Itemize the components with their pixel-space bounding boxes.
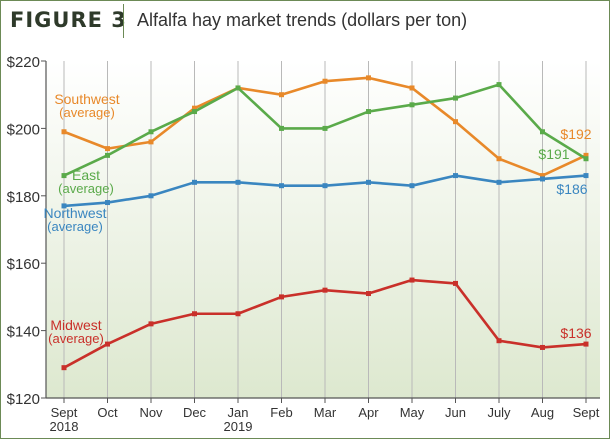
data-point-northwest [366, 179, 371, 185]
data-point-southwest [279, 92, 284, 98]
data-point-northwest [322, 183, 328, 189]
data-point-southwest [61, 129, 67, 135]
data-point-southwest [453, 119, 458, 125]
plot-area [46, 61, 600, 398]
data-point-southwest [148, 139, 154, 145]
data-point-east [148, 129, 154, 135]
x-tick-label: July [487, 405, 511, 420]
x-tick-label: 2018 [50, 419, 79, 434]
data-point-southwest [583, 152, 589, 158]
series-labels: Southwest(average)$192East(average)$191N… [43, 91, 591, 346]
series-name-label-midwest: Midwest [50, 317, 101, 333]
data-point-northwest [496, 179, 502, 185]
data-point-midwest [279, 294, 284, 300]
data-point-northwest [148, 193, 154, 199]
data-point-east [235, 85, 241, 91]
figure-header: FIGURE 3 Alfalfa hay market trends (doll… [0, 0, 610, 42]
data-point-east [322, 125, 328, 131]
data-point-midwest [583, 341, 589, 347]
data-point-southwest [322, 78, 328, 84]
y-tick-label: $180 [7, 189, 40, 206]
data-point-midwest [453, 280, 458, 286]
data-point-southwest [192, 105, 197, 111]
x-tick-label: Feb [270, 405, 292, 420]
data-point-east [496, 82, 502, 88]
x-tick-label: Apr [358, 405, 379, 420]
y-tick-label: $120 [7, 391, 40, 408]
data-point-northwest [540, 176, 545, 182]
chart-title: Alfalfa hay market trends (dollars per t… [137, 10, 468, 30]
series-name-label-northwest: (average) [47, 219, 103, 234]
data-point-southwest [105, 146, 110, 152]
data-point-east [583, 156, 589, 162]
data-point-east [279, 125, 284, 131]
data-point-northwest [61, 203, 67, 209]
data-point-midwest [192, 311, 197, 317]
data-point-east [192, 109, 197, 115]
data-point-east [540, 129, 545, 135]
data-point-northwest [583, 173, 589, 179]
header-divider [123, 4, 124, 38]
data-point-southwest [409, 85, 415, 91]
data-point-northwest [453, 173, 458, 179]
x-tick-label: Oct [97, 405, 118, 420]
series-lines [61, 75, 589, 371]
data-point-midwest [105, 341, 110, 347]
data-point-midwest [409, 277, 415, 283]
x-tick-label: May [400, 405, 425, 420]
series-name-label-southwest: (average) [59, 105, 115, 120]
x-tick-label: 2019 [224, 419, 253, 434]
data-point-midwest [148, 321, 154, 327]
x-tick-label: Mar [314, 405, 337, 420]
data-point-midwest [366, 291, 371, 297]
y-tick-label: $140 [7, 324, 40, 341]
x-tick-label: Jun [445, 405, 466, 420]
series-name-label-east: (average) [58, 181, 114, 196]
x-tick-label: Aug [531, 405, 554, 420]
data-point-midwest [496, 338, 502, 344]
data-point-northwest [105, 200, 110, 206]
series-name-label-southwest: Southwest [54, 91, 119, 107]
y-tick-label: $160 [7, 256, 40, 273]
data-point-midwest [235, 311, 241, 317]
series-end-label-east: $191 [538, 146, 569, 162]
series-name-label-northwest: Northwest [43, 205, 106, 221]
series-name-label-midwest: (average) [48, 331, 104, 346]
series-end-label-northwest: $186 [556, 181, 587, 197]
data-point-midwest [540, 344, 545, 350]
data-point-east [105, 152, 110, 158]
series-name-label-east: East [72, 167, 100, 183]
x-tick-label: Sept [51, 405, 78, 420]
y-tick-label: $200 [7, 121, 40, 138]
x-tick-label: Nov [139, 405, 163, 420]
data-point-east [453, 95, 458, 101]
series-end-label-midwest: $136 [560, 325, 591, 341]
figure-label: FIGURE 3 [10, 8, 127, 32]
data-point-midwest [322, 287, 328, 293]
y-tick-label: $220 [7, 54, 40, 71]
data-point-southwest [366, 75, 371, 81]
data-point-northwest [409, 183, 415, 189]
data-point-southwest [496, 156, 502, 162]
data-point-east [61, 173, 67, 179]
series-end-label-southwest: $192 [560, 126, 591, 142]
data-point-northwest [279, 183, 284, 189]
data-point-southwest [540, 173, 545, 179]
data-point-northwest [192, 179, 197, 185]
data-point-east [366, 109, 371, 115]
x-tick-label: Sept [573, 405, 600, 420]
data-point-east [409, 102, 415, 108]
x-tick-label: Dec [183, 405, 207, 420]
data-point-midwest [61, 365, 67, 371]
x-tick-label: Jan [228, 405, 249, 420]
data-point-northwest [235, 179, 241, 185]
